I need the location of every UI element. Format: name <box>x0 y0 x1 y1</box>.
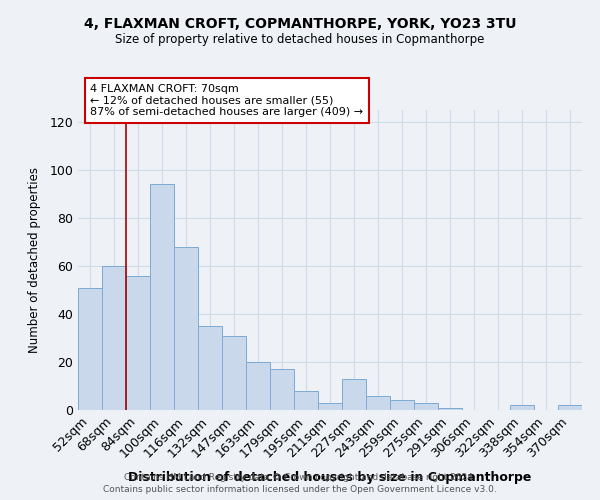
Text: Contains public sector information licensed under the Open Government Licence v3: Contains public sector information licen… <box>103 485 497 494</box>
Bar <box>78 288 102 410</box>
X-axis label: Distribution of detached houses by size in Copmanthorpe: Distribution of detached houses by size … <box>128 471 532 484</box>
Bar <box>510 405 534 410</box>
Y-axis label: Number of detached properties: Number of detached properties <box>28 167 41 353</box>
Bar <box>414 403 438 410</box>
Text: 4 FLAXMAN CROFT: 70sqm
← 12% of detached houses are smaller (55)
87% of semi-det: 4 FLAXMAN CROFT: 70sqm ← 12% of detached… <box>91 84 364 117</box>
Bar <box>102 266 126 410</box>
Bar <box>390 400 414 410</box>
Text: Size of property relative to detached houses in Copmanthorpe: Size of property relative to detached ho… <box>115 32 485 46</box>
Bar <box>342 379 366 410</box>
Bar <box>270 369 294 410</box>
Bar <box>438 408 462 410</box>
Bar <box>294 391 318 410</box>
Bar <box>198 326 222 410</box>
Bar <box>174 247 198 410</box>
Bar <box>222 336 246 410</box>
Bar <box>246 362 270 410</box>
Bar <box>150 184 174 410</box>
Text: Contains HM Land Registry data © Crown copyright and database right 2024.: Contains HM Land Registry data © Crown c… <box>124 472 476 482</box>
Bar <box>558 405 582 410</box>
Bar <box>366 396 390 410</box>
Text: 4, FLAXMAN CROFT, COPMANTHORPE, YORK, YO23 3TU: 4, FLAXMAN CROFT, COPMANTHORPE, YORK, YO… <box>84 18 516 32</box>
Bar <box>318 403 342 410</box>
Bar <box>126 276 150 410</box>
